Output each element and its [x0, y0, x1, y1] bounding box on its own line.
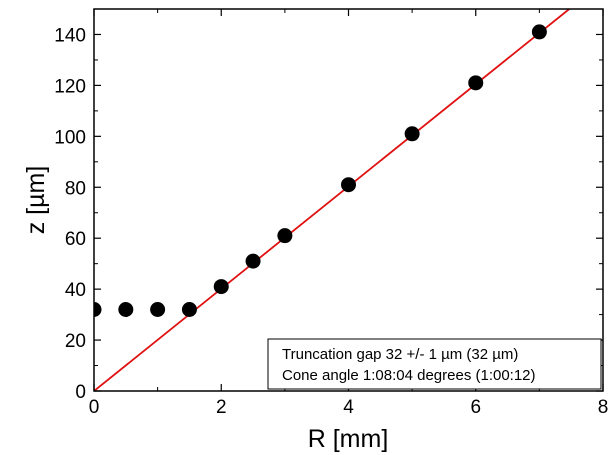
y-tick-label: 20	[65, 331, 86, 352]
annotation-line: Truncation gap 32 +/- 1 µm (32 µm)	[282, 346, 518, 363]
y-tick-label: 100	[54, 127, 86, 148]
x-tick-label: 0	[89, 397, 100, 418]
y-tick-label: 120	[54, 76, 86, 97]
data-point	[468, 75, 484, 91]
annotation-line: Cone angle 1:08:04 degrees (1:00:12)	[282, 367, 536, 384]
data-point	[94, 302, 102, 318]
data-point	[245, 253, 261, 269]
y-tick-label: 140	[54, 25, 86, 46]
x-tick-label: 6	[470, 397, 481, 418]
data-point	[277, 228, 293, 244]
plot-frame	[93, 8, 604, 392]
data-point	[118, 302, 134, 318]
data-point	[181, 302, 197, 318]
y-tick-label: 0	[75, 382, 86, 403]
data-point	[404, 126, 420, 142]
y-tick-label: 40	[65, 280, 86, 301]
data-point	[150, 302, 166, 318]
data-point	[531, 24, 547, 40]
fit-line	[94, 9, 570, 391]
x-tick-label: 2	[216, 397, 227, 418]
x-tick-label: 4	[343, 397, 354, 418]
data-point	[213, 279, 229, 295]
x-axis-title: R [mm]	[308, 425, 389, 453]
data-point	[341, 177, 356, 193]
y-tick-label: 80	[65, 178, 86, 199]
y-axis-title: z [µm]	[22, 166, 50, 235]
y-tick-label: 60	[65, 229, 86, 250]
annotation-box	[267, 338, 602, 390]
x-tick-label: 8	[598, 397, 609, 418]
